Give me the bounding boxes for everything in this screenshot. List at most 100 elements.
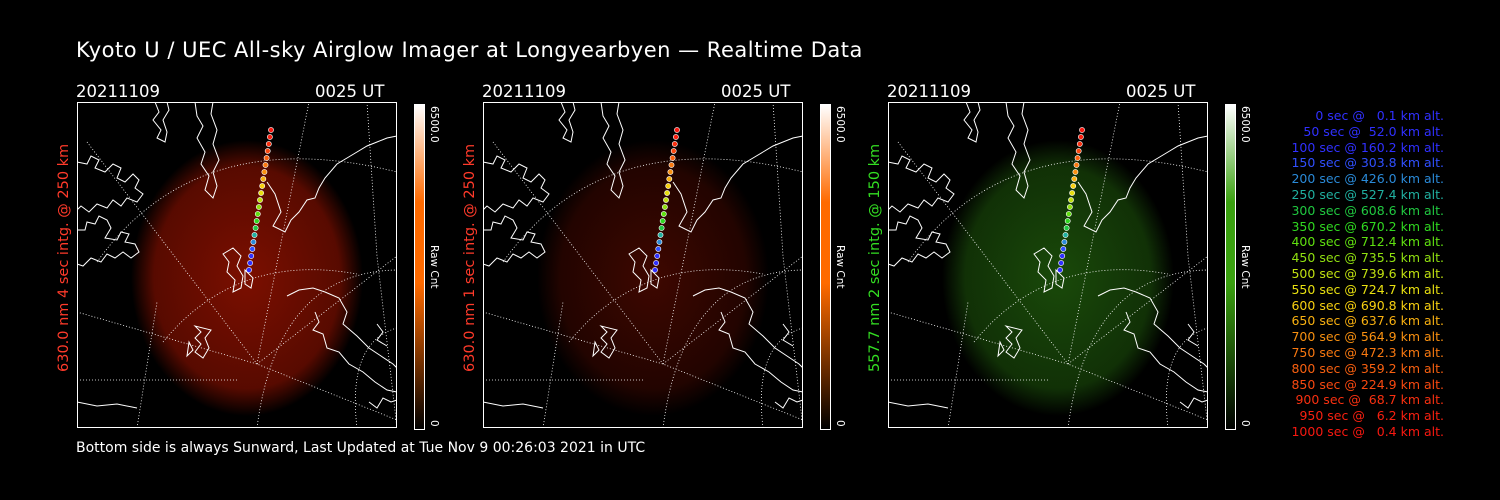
panel-3-cbar-unit: Raw Cnt [1239, 245, 1251, 289]
trajectory-point [674, 127, 680, 133]
trajectory-point [1069, 190, 1075, 196]
legend-row: 50 sec @ 52.0 km alt. [1303, 123, 1444, 139]
trajectory-point [663, 197, 669, 203]
rocket-trajectory [1057, 127, 1085, 273]
legend-row: 750 sec @ 472.3 km alt. [1291, 345, 1444, 360]
trajectory-point [265, 141, 272, 147]
airglow-field [537, 140, 769, 416]
panel-2-time: 0025 UT [721, 82, 791, 101]
panel-3-time: 0025 UT [1126, 82, 1196, 101]
trajectory-point [1057, 267, 1063, 273]
trajectory-point [669, 155, 676, 161]
geo-grid [77, 102, 397, 428]
trajectory-point [1068, 197, 1074, 203]
panel-1-time: 0025 UT [315, 82, 385, 101]
panel-1-colorbar [414, 104, 425, 430]
legend-row: 0 sec @ 0.1 km alt. [1315, 108, 1444, 123]
panel-2-date: 20211109 [482, 82, 566, 101]
trajectory-point [661, 204, 668, 210]
legend-row: 700 sec @ 564.9 km alt. [1291, 329, 1444, 345]
panel-1-cbar-min: 0 [428, 420, 440, 427]
trajectory-point [1072, 169, 1079, 175]
trajectory-point [652, 267, 658, 273]
panel-2-colorbar [820, 104, 831, 430]
coastline [888, 102, 1208, 409]
trajectory-point [260, 176, 267, 182]
trajectory-point [246, 267, 252, 273]
trajectory-point [255, 204, 262, 210]
legend-row: 600 sec @ 690.8 km alt. [1291, 297, 1444, 313]
trajectory-point [672, 134, 679, 140]
legend-row: 150 sec @ 303.8 km alt. [1291, 155, 1444, 171]
trajectory-point [259, 183, 266, 189]
panel-frame [888, 102, 1208, 428]
coastline [77, 102, 397, 409]
page-title: Kyoto U / UEC All-sky Airglow Imager at … [76, 38, 863, 62]
geo-grid [888, 102, 1208, 428]
panel-3-date: 20211109 [887, 82, 971, 101]
trajectory-point [247, 260, 253, 266]
legend-row: 900 sec @ 68.7 km alt. [1295, 392, 1444, 408]
trajectory-point [1066, 204, 1073, 210]
trajectory-point [266, 134, 273, 140]
legend-row: 800 sec @ 359.2 km alt. [1291, 360, 1444, 376]
trajectory-point [657, 232, 664, 238]
legend-row: 450 sec @ 735.5 km alt. [1291, 250, 1444, 266]
trajectory-point [253, 218, 260, 224]
legend-row: 850 sec @ 224.9 km alt. [1291, 376, 1444, 392]
trajectory-point [252, 225, 259, 231]
trajectory-point [248, 253, 255, 259]
trajectory-point [665, 183, 672, 189]
trajectory-point [664, 190, 670, 196]
trajectory-point [656, 239, 663, 245]
panel-1-image [77, 102, 397, 428]
legend-row: 1000 sec @ 0.4 km alt. [1291, 424, 1444, 439]
footer-note: Bottom side is always Sunward, Last Upda… [76, 440, 646, 456]
legend-row: 250 sec @ 527.4 km alt. [1291, 187, 1444, 202]
legend-row: 500 sec @ 739.6 km alt. [1291, 266, 1444, 281]
panel-2-cbar-max: 6500.0 [834, 106, 846, 143]
panel-1-date: 20211109 [76, 82, 160, 101]
panel-frame [77, 102, 397, 428]
rocket-trajectory [652, 127, 680, 273]
trajectory-point [1063, 225, 1070, 231]
trajectory-point [251, 232, 258, 238]
trajectory-point [262, 162, 269, 168]
trajectory-point [1073, 162, 1080, 168]
coastline [483, 102, 803, 409]
panel-3-cbar-max: 6500.0 [1239, 106, 1251, 143]
trajectory-point [1075, 148, 1082, 154]
trajectory-point [1062, 232, 1069, 238]
legend-row: 950 sec @ 6.2 km alt. [1299, 408, 1444, 424]
panel-frame [483, 102, 803, 428]
trajectory-point [653, 260, 659, 266]
airglow-field [942, 140, 1174, 416]
legend-row: 100 sec @ 160.2 km alt. [1291, 139, 1444, 155]
legend-row: 650 sec @ 637.6 km alt. [1291, 313, 1444, 329]
panel-1-cbar-unit: Raw Cnt [428, 245, 440, 289]
trajectory-point [258, 190, 264, 196]
panel-1-ylabel: 630.0 nm 4 sec intg. @ 250 km [56, 143, 72, 372]
trajectory-point [261, 169, 268, 175]
legend-row: 350 sec @ 670.2 km alt. [1291, 218, 1444, 234]
trajectory-point [257, 197, 263, 203]
trajectory-point [1076, 141, 1083, 147]
trajectory-point [670, 148, 677, 154]
trajectory-point [263, 155, 270, 161]
legend-row: 550 sec @ 724.7 km alt. [1291, 281, 1444, 297]
panel-3-ylabel: 557.7 nm 2 sec intg. @ 150 km [867, 143, 883, 372]
trajectory-point [254, 211, 261, 217]
panel-3-colorbar [1225, 104, 1236, 430]
panel-2-cbar-min: 0 [834, 420, 846, 427]
trajectory-point [1060, 246, 1067, 252]
trajectory-point [655, 246, 662, 252]
trajectory-point [671, 141, 678, 147]
trajectory-point [668, 162, 675, 168]
legend-row: 200 sec @ 426.0 km alt. [1291, 171, 1444, 187]
panel-3-image [888, 102, 1208, 428]
trajectory-point [658, 225, 665, 231]
legend-row: 400 sec @ 712.4 km alt. [1291, 234, 1444, 250]
trajectory-point [666, 176, 673, 182]
trajectory-point [1077, 134, 1084, 140]
trajectory-point [654, 253, 661, 259]
